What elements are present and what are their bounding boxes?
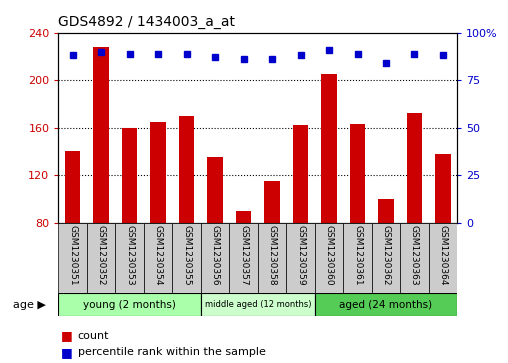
Bar bbox=[93, 47, 109, 223]
Bar bbox=[229, 223, 258, 293]
Text: GSM1230356: GSM1230356 bbox=[211, 225, 219, 285]
Text: GSM1230358: GSM1230358 bbox=[268, 225, 276, 285]
Bar bbox=[264, 181, 280, 223]
Text: ■: ■ bbox=[61, 329, 73, 342]
Bar bbox=[321, 74, 337, 223]
Bar bbox=[65, 151, 80, 223]
Text: GSM1230362: GSM1230362 bbox=[382, 225, 391, 285]
Text: GSM1230351: GSM1230351 bbox=[68, 225, 77, 285]
Bar bbox=[435, 154, 451, 223]
Bar bbox=[378, 199, 394, 223]
Bar bbox=[144, 223, 172, 293]
Bar bbox=[315, 223, 343, 293]
Bar bbox=[372, 223, 400, 293]
Bar bbox=[122, 128, 138, 223]
Bar bbox=[150, 122, 166, 223]
Bar bbox=[315, 293, 457, 316]
Bar bbox=[179, 116, 195, 223]
Text: percentile rank within the sample: percentile rank within the sample bbox=[78, 347, 266, 357]
Bar bbox=[293, 125, 308, 223]
Bar bbox=[115, 223, 144, 293]
Bar bbox=[343, 223, 372, 293]
Text: middle aged (12 months): middle aged (12 months) bbox=[205, 300, 311, 309]
Text: count: count bbox=[78, 331, 109, 341]
Text: GSM1230352: GSM1230352 bbox=[97, 225, 106, 285]
Bar bbox=[201, 293, 315, 316]
Bar bbox=[429, 223, 457, 293]
Text: GSM1230355: GSM1230355 bbox=[182, 225, 191, 285]
Text: young (2 months): young (2 months) bbox=[83, 299, 176, 310]
Text: GSM1230354: GSM1230354 bbox=[153, 225, 163, 285]
Text: GSM1230360: GSM1230360 bbox=[325, 225, 334, 285]
Bar bbox=[350, 124, 365, 223]
Bar bbox=[172, 223, 201, 293]
Text: ■: ■ bbox=[61, 346, 73, 359]
Text: GSM1230353: GSM1230353 bbox=[125, 225, 134, 285]
Text: GSM1230364: GSM1230364 bbox=[438, 225, 448, 285]
Bar bbox=[58, 293, 201, 316]
Bar bbox=[207, 157, 223, 223]
Bar bbox=[236, 211, 251, 223]
Bar bbox=[87, 223, 115, 293]
Text: GSM1230359: GSM1230359 bbox=[296, 225, 305, 285]
Bar bbox=[201, 223, 229, 293]
Bar bbox=[406, 113, 422, 223]
Text: GDS4892 / 1434003_a_at: GDS4892 / 1434003_a_at bbox=[58, 15, 235, 29]
Text: GSM1230357: GSM1230357 bbox=[239, 225, 248, 285]
Bar bbox=[400, 223, 429, 293]
Text: aged (24 months): aged (24 months) bbox=[339, 299, 432, 310]
Bar bbox=[258, 223, 287, 293]
Text: age ▶: age ▶ bbox=[13, 299, 46, 310]
Text: GSM1230361: GSM1230361 bbox=[353, 225, 362, 285]
Bar bbox=[287, 223, 315, 293]
Text: GSM1230363: GSM1230363 bbox=[410, 225, 419, 285]
Bar bbox=[58, 223, 87, 293]
